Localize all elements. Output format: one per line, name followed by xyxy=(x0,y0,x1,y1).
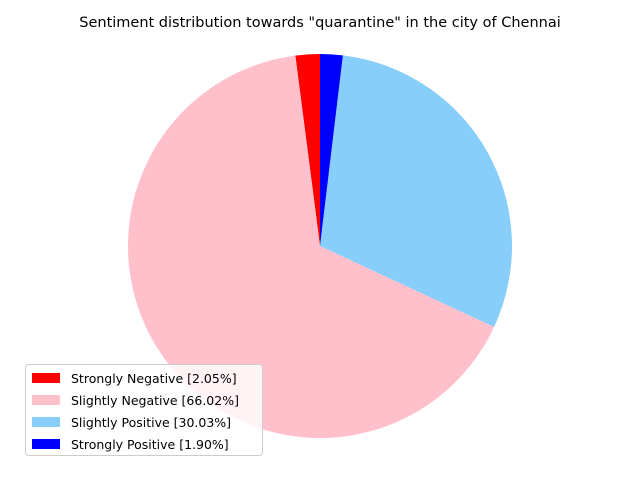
legend-swatch-2 xyxy=(32,417,60,427)
legend-frame xyxy=(25,364,263,456)
legend-label-1: Slightly Negative [66.02%] xyxy=(71,393,239,408)
legend-label-0: Strongly Negative [2.05%] xyxy=(71,371,237,386)
chart-title: Sentiment distribution towards "quaranti… xyxy=(79,15,561,31)
pie-slice-2 xyxy=(320,55,512,327)
pie-slice-0 xyxy=(295,54,320,246)
legend-label-3: Strongly Positive [1.90%] xyxy=(71,437,229,452)
legend: Strongly Negative [2.05%] Slightly Negati… xyxy=(25,364,263,456)
legend-swatch-1 xyxy=(32,395,60,405)
pie-slice-1 xyxy=(127,55,495,439)
legend-items: Strongly Negative [2.05%] Slightly Negati… xyxy=(32,371,239,452)
legend-swatch-0 xyxy=(32,373,60,383)
legend-swatch-3 xyxy=(32,439,60,449)
pie-slices xyxy=(127,54,512,439)
legend-label-2: Slightly Positive [30.03%] xyxy=(71,415,231,430)
pie-slice-3 xyxy=(320,54,343,246)
